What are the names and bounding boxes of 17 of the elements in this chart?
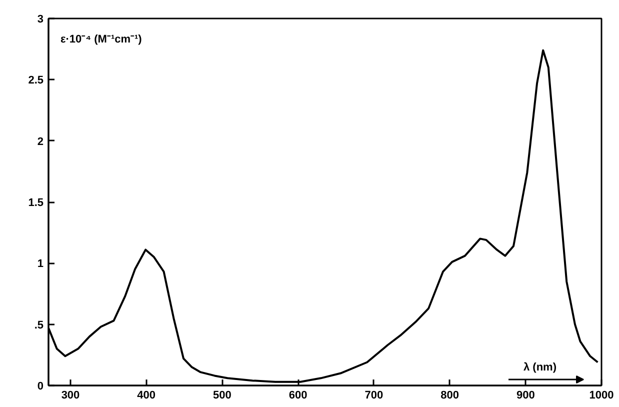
x-tick-label: 1000 — [589, 390, 614, 402]
x-tick-label: 300 — [61, 390, 80, 402]
x-tick-label: 700 — [364, 390, 384, 402]
x-tick-label: 600 — [288, 390, 308, 402]
y-axis-title: ε·10⁻⁴ (M⁻¹cm⁻¹) — [60, 34, 142, 46]
y-tick-label: 1.5 — [28, 197, 44, 209]
x-tick-label: 800 — [440, 390, 459, 402]
x-tick-label: 900 — [516, 390, 535, 402]
y-tick-label: .5 — [34, 319, 44, 332]
y-tick-label: 0 — [37, 380, 44, 392]
y-tick-label: 2.5 — [28, 74, 44, 87]
x-tick-label: 400 — [137, 390, 156, 402]
y-tick-label: 3 — [37, 14, 44, 26]
y-tick-label: 2 — [37, 136, 44, 148]
x-axis-title: λ (nm) — [524, 362, 557, 374]
y-tick-label: 1 — [37, 258, 44, 270]
x-tick-label: 500 — [213, 390, 232, 402]
